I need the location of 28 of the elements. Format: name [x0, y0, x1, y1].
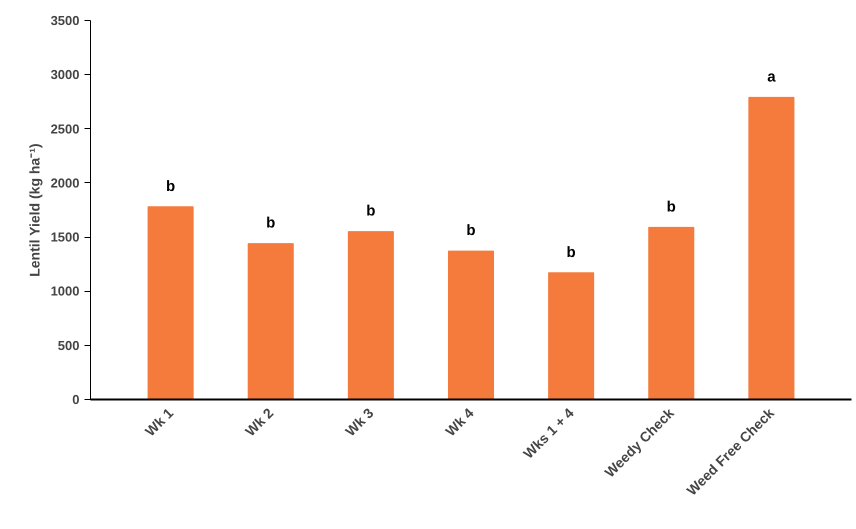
x-tick-label: Wk 1 — [142, 404, 176, 440]
annotation: a — [767, 68, 776, 86]
y-tick-label: 3500 — [50, 13, 80, 28]
bar — [548, 272, 594, 400]
y-tick-label: 2500 — [50, 121, 80, 136]
y-tick-label: 2000 — [50, 175, 80, 190]
x-tick-label: Wks 1 + 4 — [520, 404, 577, 462]
x-tick-label: Wk 4 — [442, 404, 477, 440]
annotation: b — [466, 222, 476, 240]
bar — [148, 206, 194, 400]
y-axis-title: Lentil Yield (kg ha⁻¹) — [26, 143, 43, 277]
y-tick-label: 3000 — [50, 67, 80, 82]
y-tick-label: 500 — [58, 338, 80, 353]
annotation: b — [566, 244, 576, 261]
bar — [748, 96, 794, 400]
bar — [348, 231, 394, 400]
bar — [248, 243, 294, 400]
bar — [648, 226, 694, 400]
bar — [448, 250, 494, 400]
annotation: b — [366, 202, 376, 220]
x-tick-label: Wk 3 — [342, 404, 377, 440]
annotation: b — [166, 178, 176, 195]
x-tick-label: Wk 2 — [242, 404, 277, 440]
annotation: b — [266, 214, 276, 232]
annotation: b — [666, 198, 676, 216]
y-tick-label: 1500 — [50, 230, 80, 245]
y-tick-label: 1000 — [50, 284, 80, 299]
y-tick-label: 0 — [72, 392, 80, 407]
